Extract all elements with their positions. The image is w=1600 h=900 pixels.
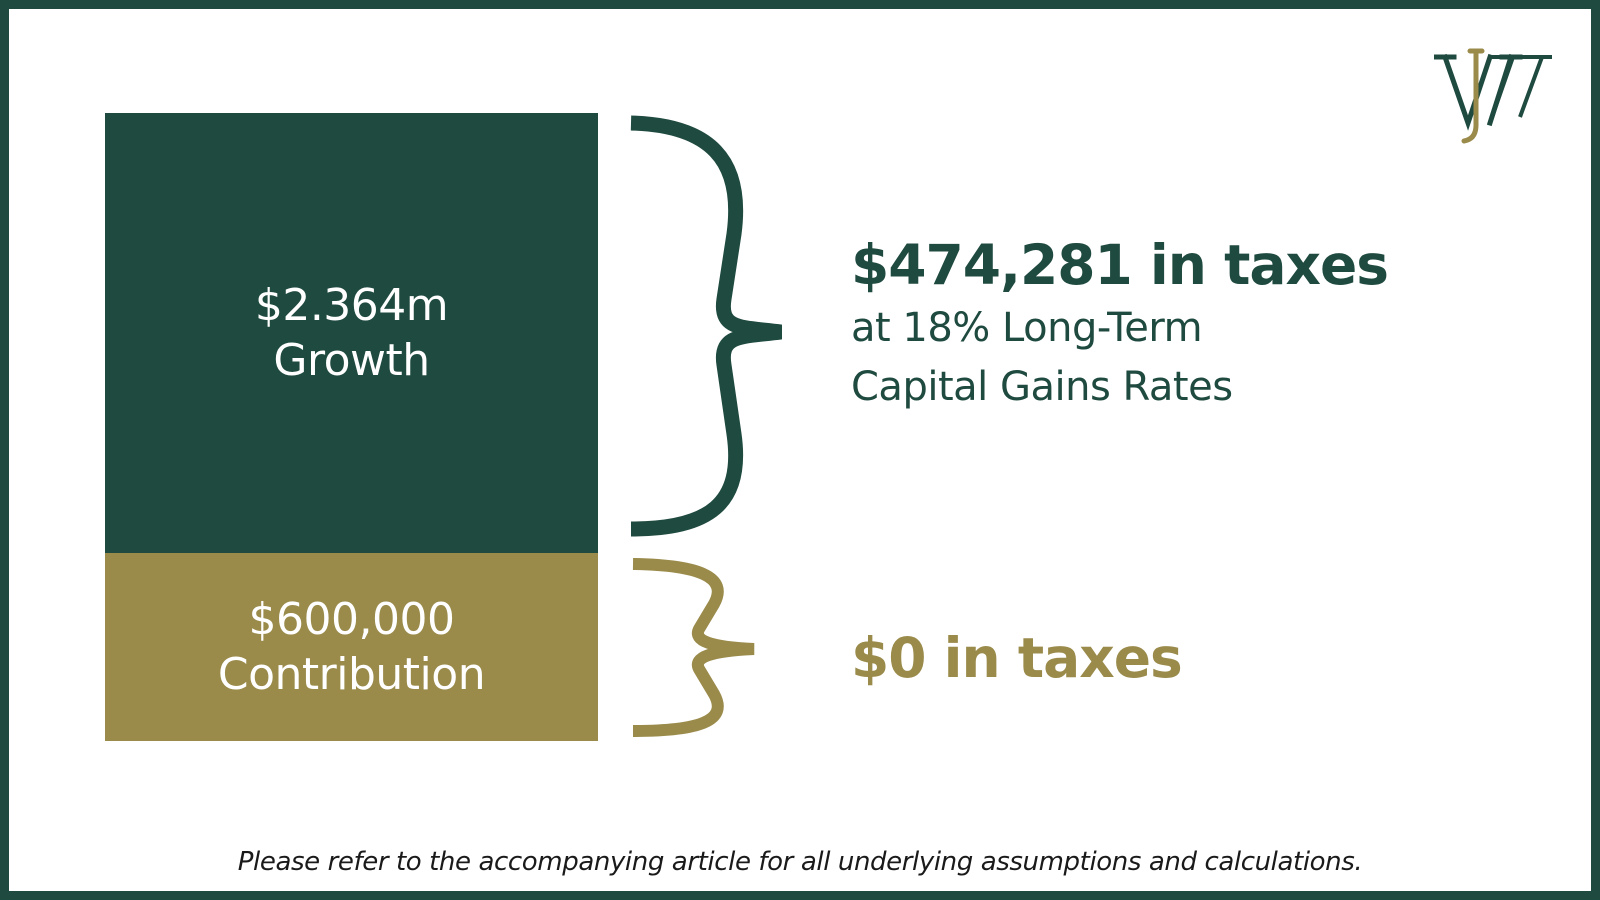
growth-label: Growth — [273, 335, 430, 386]
contribution-label: Contribution — [217, 649, 486, 700]
growth-tax-text: $474,281 in taxes at 18% Long-Term Capit… — [851, 231, 1389, 417]
growth-tax-rate: at 18% Long-Term — [851, 305, 1203, 351]
contribution-tax-text: $0 in taxes — [851, 624, 1183, 692]
brace-overlay — [630, 115, 783, 737]
growth-brace-icon — [630, 115, 783, 537]
growth-block: $2.364m Growth — [105, 113, 598, 553]
footnote: Please refer to the accompanying article… — [237, 847, 1363, 877]
growth-tax-headline: $474,281 in taxes — [851, 233, 1389, 297]
contribution-tax-headline: $0 in taxes — [851, 626, 1183, 690]
contribution-block: $600,000 Contribution — [105, 553, 598, 741]
growth-amount: $2.364m — [254, 280, 449, 331]
contribution-amount: $600,000 — [248, 594, 455, 645]
contribution-brace-icon — [632, 558, 755, 737]
growth-tax-rate-type: Capital Gains Rates — [851, 364, 1233, 410]
wj-logo — [1434, 48, 1552, 144]
